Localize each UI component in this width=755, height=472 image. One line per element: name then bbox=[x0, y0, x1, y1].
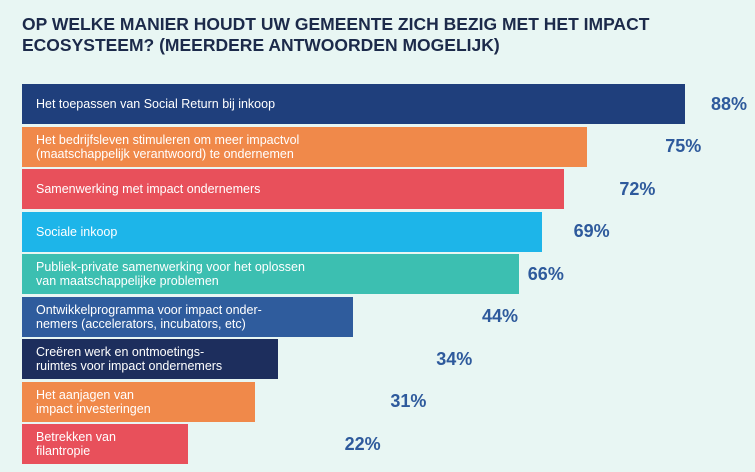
bar-label: Het toepassen van Social Return bij inko… bbox=[36, 97, 276, 111]
bar-label: Samenwerking met impact ondernemers bbox=[36, 182, 261, 196]
value-label: 88% bbox=[711, 93, 748, 114]
bar bbox=[22, 254, 519, 294]
bar bbox=[22, 339, 279, 379]
value-label: 66% bbox=[527, 263, 564, 284]
bar-label: Ontwikkelprogramma voor impact onder- ne… bbox=[36, 302, 262, 331]
bar-label: Publiek-private samenwerking voor het op… bbox=[36, 260, 305, 288]
chart-title: OP WELKE MANIER HOUDT UW GEMEENTE ZICH B… bbox=[22, 14, 650, 55]
bar bbox=[22, 126, 587, 167]
bar bbox=[22, 169, 565, 209]
value-label: 31% bbox=[390, 391, 427, 411]
value-label: 44% bbox=[482, 306, 519, 326]
bar-label: Het aanjagen van impact investeringen bbox=[36, 387, 151, 416]
bar-label: Creëren werk en ontmoetings- ruimtes voo… bbox=[36, 345, 223, 373]
value-label: 22% bbox=[344, 433, 381, 454]
bar-label: Het bedrijfsleven stimuleren om meer imp… bbox=[36, 132, 300, 161]
bar bbox=[22, 381, 256, 422]
bar bbox=[22, 211, 542, 252]
value-label: 72% bbox=[619, 178, 656, 199]
bar-label: Betrekken van filantropie bbox=[36, 430, 116, 458]
value-label: 34% bbox=[436, 348, 473, 369]
bar bbox=[22, 424, 188, 464]
value-label: 75% bbox=[665, 136, 702, 156]
bar bbox=[22, 84, 685, 124]
bar-label: Sociale inkoop bbox=[36, 224, 118, 239]
bar bbox=[22, 296, 354, 337]
value-label: 69% bbox=[573, 221, 610, 241]
